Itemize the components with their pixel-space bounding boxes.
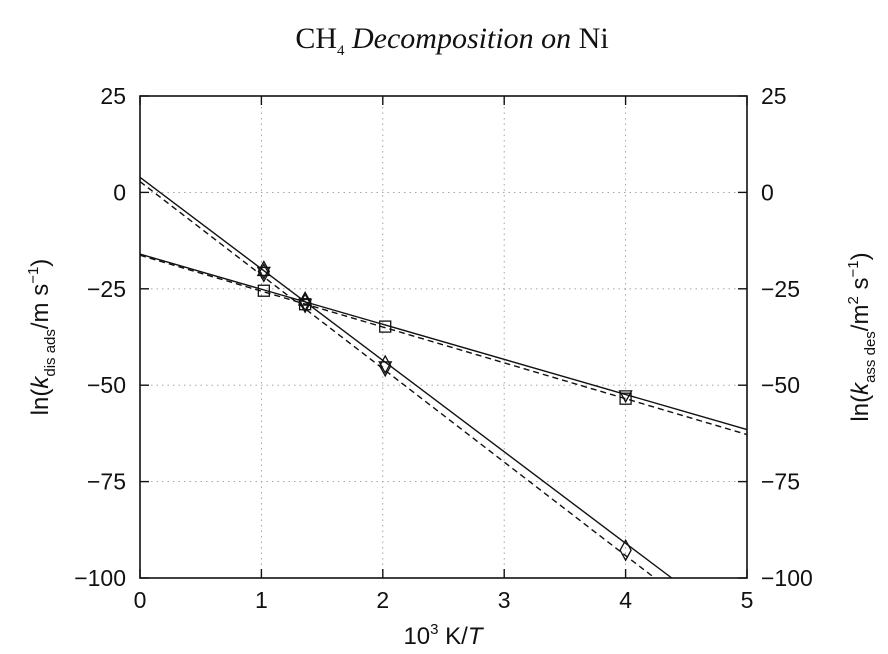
marker-square — [379, 320, 392, 333]
yl-unit: /m s — [27, 284, 54, 329]
y-tick-label-left: −25 — [87, 276, 126, 302]
x-tick-label: 5 — [741, 587, 754, 613]
chart-title: CH4 Decomposition on Ni — [295, 22, 608, 59]
x-tick-label: 2 — [376, 587, 389, 613]
marker-triangle-down — [618, 390, 633, 404]
grid — [140, 96, 747, 578]
x-tick-label: 3 — [498, 587, 511, 613]
y-tick-label-left: 25 — [100, 83, 126, 109]
title-prefix: CH — [295, 22, 337, 55]
yr-unit: /m — [847, 305, 874, 332]
marker-triangle-down — [298, 298, 313, 312]
title-subscript: 4 — [337, 43, 345, 59]
yr-sup2: −1 — [845, 260, 862, 277]
x-tick-label: 4 — [619, 587, 632, 613]
marker-triangle-down — [256, 266, 271, 280]
yl-sup: −1 — [25, 267, 42, 284]
fit-line-solid — [139, 176, 673, 579]
marker-diamond — [619, 538, 632, 562]
yr-post: ) — [847, 252, 874, 260]
yr-pre: ln( — [847, 395, 874, 422]
y-tick-label-right: −100 — [761, 565, 813, 591]
x-label-base: 10 — [403, 623, 430, 650]
fit-line-dashed — [139, 181, 656, 579]
y-tick-label-right: 25 — [761, 83, 787, 109]
yr-sub: ass des — [862, 331, 879, 383]
y-tick-label-right: −25 — [761, 276, 800, 302]
y-tick-label-left: −50 — [87, 372, 126, 398]
fit-line-solid — [139, 253, 748, 431]
y-tick-label-left: −100 — [74, 565, 126, 591]
x-tick-label: 1 — [255, 587, 268, 613]
y-tick-label-right: −75 — [761, 469, 800, 495]
yl-pre: ln( — [27, 389, 54, 416]
x-axis-label: 103 K/T — [403, 621, 484, 650]
x-label-italic: T — [468, 623, 485, 650]
y-tick-label-right: −50 — [761, 372, 800, 398]
yr-k: k — [847, 381, 874, 395]
marker-triangle-down — [378, 361, 393, 375]
fit-lines — [139, 176, 748, 579]
data-markers — [256, 260, 633, 562]
axis-ticks: 0 1 2 3 4 5 25 25 0 0 −25 −25 −50 −50 −75 −75 −100 −100 — [74, 83, 813, 613]
marker-diamond — [257, 260, 271, 283]
title-suffix: Ni — [579, 22, 609, 55]
x-label-sup: 3 — [430, 621, 438, 638]
yr-mid: s — [847, 278, 874, 297]
x-label-mid: K/ — [445, 623, 468, 650]
marker-triangle-up — [256, 263, 271, 277]
yl-sub: dis ads — [42, 329, 59, 377]
fit-line-dashed — [139, 254, 748, 436]
yl-post: ) — [27, 259, 54, 267]
marker-square — [298, 298, 312, 311]
title-italic: Decomposition on — [351, 22, 571, 55]
y-tick-label-left: 0 — [113, 179, 126, 205]
x-tick-label: 0 — [134, 587, 147, 613]
y-tick-label-right: 0 — [761, 179, 774, 205]
yr-sup1: 2 — [845, 296, 862, 304]
y-tick-label-left: −75 — [87, 469, 126, 495]
marker-square — [257, 284, 270, 297]
marker-square — [619, 392, 632, 405]
y-axis-label-left: ln(kdis ads/m s−1) — [25, 259, 59, 416]
marker-diamond — [378, 354, 392, 378]
yl-k: k — [27, 375, 54, 389]
y-axis-label-right: ln(kass des/m2 s−1) — [845, 252, 879, 421]
plot-frame — [139, 95, 748, 579]
